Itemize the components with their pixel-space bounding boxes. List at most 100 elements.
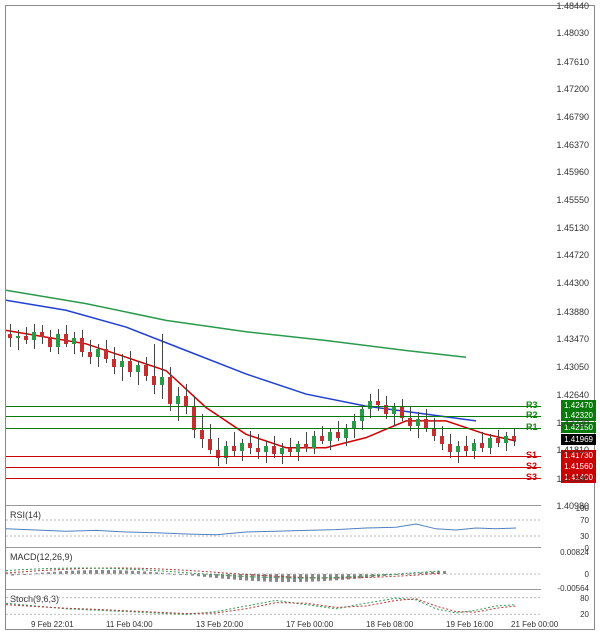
x-tick: 21 Feb 00:00 [511,620,558,629]
x-tick: 17 Feb 00:00 [286,620,333,629]
candle [280,6,284,506]
sr-label: S3 [526,472,537,482]
candle [216,6,220,506]
candle [480,6,484,506]
y-tick: 1.46790 [539,112,589,122]
candle [456,6,460,506]
candle [400,6,404,506]
y-tick: 1.42640 [539,390,589,400]
candle [48,6,52,506]
sr-label: S1 [526,450,537,460]
candle [144,6,148,506]
candle [312,6,316,506]
candle [424,6,428,506]
candle [336,6,340,506]
x-tick: 11 Feb 04:00 [106,620,153,629]
candle [496,6,500,506]
stoch-label: Stoch(9,6,3) [10,594,59,604]
candle [344,6,348,506]
rsi-tick: 70 [580,516,589,525]
candle [392,6,396,506]
candle [232,6,236,506]
candle [192,6,196,506]
macd-panel[interactable]: MACD(12,26,9) [6,550,541,590]
rsi-panel[interactable]: RSI(14) [6,508,541,548]
candle [432,6,436,506]
candle [368,6,372,506]
candle [472,6,476,506]
y-tick: 1.44300 [539,278,589,288]
candle [80,6,84,506]
candle [32,6,36,506]
rsi-tick: 100 [576,504,589,513]
candle [256,6,260,506]
macd-label: MACD(12,26,9) [10,552,73,562]
candle [240,6,244,506]
sr-label: R3 [526,400,538,410]
stoch-chart [6,592,541,620]
rsi-tick: 30 [580,532,589,541]
candle [168,6,172,506]
candle [512,6,516,506]
y-tick: 1.42220 [539,418,589,428]
sr-line-s1 [6,456,541,457]
y-tick: 1.47200 [539,84,589,94]
sr-label: R1 [526,422,538,432]
x-tick: 19 Feb 16:00 [446,620,493,629]
candle [136,6,140,506]
candle [272,6,276,506]
y-tick: 1.41810 [539,445,589,455]
candle [40,6,44,506]
candle [176,6,180,506]
sr-label: R2 [526,410,538,420]
x-tick: 18 Feb 08:00 [366,620,413,629]
y-tick: 1.45130 [539,223,589,233]
y-tick: 1.43880 [539,307,589,317]
stoch-tick: 80 [580,594,589,603]
rsi-label: RSI(14) [10,510,41,520]
candle [352,6,356,506]
price-axis: 1.484401.480301.476101.472001.467901.463… [539,6,594,506]
y-tick: 1.47610 [539,57,589,67]
candle [160,6,164,506]
candle [440,6,444,506]
candle [120,6,124,506]
candle [248,6,252,506]
chart-container: R31.42470R21.42320R11.42150S11.41730S21.… [5,5,595,630]
macd-tick: 0 [585,570,589,579]
candle [24,6,28,506]
price-chart[interactable]: R31.42470R21.42320R11.42150S11.41730S21.… [6,6,541,506]
candle [288,6,292,506]
sr-line-s2 [6,467,541,468]
y-tick: 1.45550 [539,195,589,205]
candle [264,6,268,506]
candle [328,6,332,506]
candle [384,6,388,506]
y-tick: 1.46370 [539,140,589,150]
candle [96,6,100,506]
sr-label: S2 [526,461,537,471]
candle [152,6,156,506]
candle [448,6,452,506]
time-axis: 9 Feb 22:0111 Feb 04:0013 Feb 20:0017 Fe… [6,618,541,629]
candle [16,6,20,506]
candle [360,6,364,506]
macd-tick: -0.00564 [557,584,589,593]
candle [408,6,412,506]
candle [464,6,468,506]
y-tick: 1.44720 [539,250,589,260]
x-tick: 9 Feb 22:01 [31,620,74,629]
candle [304,6,308,506]
candle [64,6,68,506]
sr-line-s3 [6,478,541,479]
candle [320,6,324,506]
candle [72,6,76,506]
macd-chart [6,550,541,590]
candle [104,6,108,506]
candle [128,6,132,506]
macd-tick: 0.00824 [560,548,589,557]
sr-line-r2 [6,416,541,417]
y-tick: 1.41390 [539,474,589,484]
stoch-panel[interactable]: Stoch(9,6,3) [6,592,541,620]
candle [376,6,380,506]
